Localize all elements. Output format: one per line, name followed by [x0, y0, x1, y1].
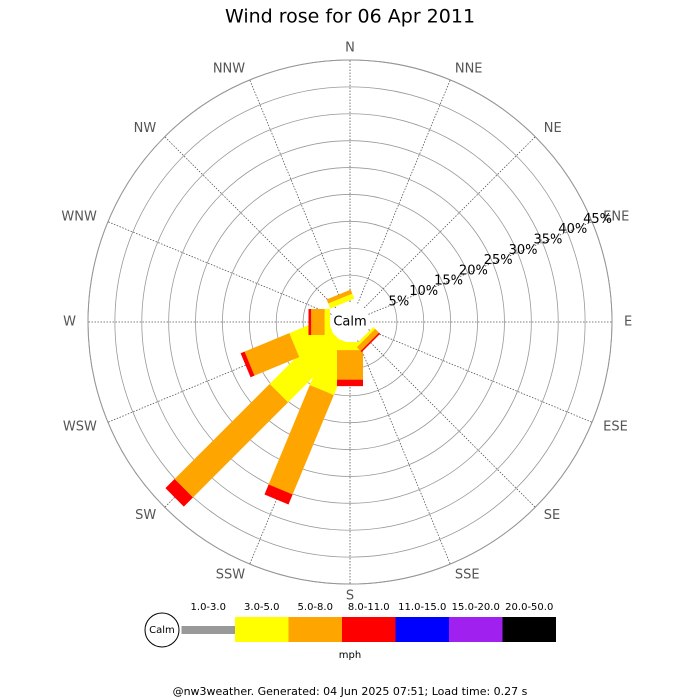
r-tick-label: 45% — [583, 212, 612, 227]
r-tick-label: 10% — [409, 284, 438, 299]
direction-label: E — [624, 315, 632, 330]
grid-ring — [195, 167, 505, 477]
direction-label: NW — [134, 121, 157, 136]
legend-swatch — [502, 617, 556, 642]
wind-bar — [264, 484, 293, 505]
r-tick-label: 15% — [434, 274, 463, 289]
direction-label: ESE — [603, 419, 628, 434]
direction-label: SW — [135, 508, 156, 523]
spoke — [368, 329, 593, 423]
legend-swatch — [395, 617, 449, 642]
wind-bar — [337, 379, 363, 387]
direction-label: W — [63, 315, 76, 330]
direction-label: SSW — [216, 568, 246, 583]
grid-ring — [141, 113, 559, 531]
grid-ring — [275, 247, 425, 397]
grid-ring — [248, 220, 452, 424]
legend-swatch — [181, 626, 235, 634]
wind-bar — [326, 289, 353, 304]
direction-label: SE — [544, 508, 560, 523]
wind-bar — [311, 309, 325, 335]
r-tick-label: 25% — [484, 253, 513, 268]
legend-calm — [144, 612, 180, 648]
calm-label: Calm — [333, 315, 366, 330]
direction-label: NNW — [213, 61, 245, 76]
wind-bar — [174, 383, 289, 498]
spoke — [357, 340, 451, 565]
legend-label: 15.0-20.0 — [452, 602, 500, 613]
chart-title: Wind rose for 06 Apr 2011 — [225, 6, 475, 28]
legend-swatch — [342, 617, 396, 642]
spoke — [368, 221, 593, 315]
legend-label: 1.0-3.0 — [191, 602, 226, 613]
wind-bar — [244, 333, 300, 376]
direction-label: NNE — [455, 61, 483, 76]
calm-circle — [332, 304, 368, 340]
wind-bar — [240, 351, 255, 378]
wind-bar — [360, 332, 381, 353]
spoke — [107, 221, 332, 315]
legend-swatch — [288, 617, 342, 642]
r-tick-label: 20% — [459, 263, 488, 278]
spoke — [363, 335, 536, 508]
r-tick-label: 40% — [558, 222, 587, 237]
wind-bar — [268, 385, 334, 495]
r-tick-label: 5% — [389, 294, 410, 309]
wind-bar — [324, 309, 330, 335]
r-tick-label: 30% — [509, 243, 538, 258]
spoke — [164, 136, 337, 309]
legend-label: 11.0-15.0 — [398, 602, 446, 613]
legend-label: 3.0-5.0 — [244, 602, 279, 613]
direction-label: N — [345, 41, 355, 56]
legend-unit: mph — [339, 650, 361, 661]
legend-label: 5.0-8.0 — [298, 602, 333, 613]
direction-label: S — [346, 589, 354, 604]
spoke — [357, 79, 451, 304]
legend-swatch — [449, 617, 503, 642]
wind-bar — [308, 309, 312, 335]
spoke — [249, 79, 343, 304]
legend-calm-label: Calm — [149, 625, 175, 636]
wind-bar — [337, 350, 363, 380]
footer: @nw3weather. Generated: 04 Jun 2025 07:5… — [173, 685, 528, 698]
r-tick-label: 35% — [533, 233, 562, 248]
spoke — [363, 136, 536, 309]
direction-label: NE — [544, 121, 562, 136]
direction-label: WNW — [61, 210, 97, 225]
wind-bar — [356, 328, 380, 352]
wind-bar — [328, 293, 355, 309]
legend-label: 20.0-50.0 — [505, 602, 553, 613]
legend-swatch — [235, 617, 289, 642]
legend-label: 8.0-11.0 — [348, 602, 390, 613]
wind-bar — [165, 479, 193, 507]
grid-ring — [222, 194, 478, 450]
direction-label: ENE — [603, 210, 629, 225]
grid-ring — [168, 140, 532, 504]
direction-label: WSW — [63, 419, 97, 434]
grid-ring — [87, 59, 613, 585]
grid-ring — [114, 86, 586, 558]
direction-label: SSE — [455, 568, 480, 583]
